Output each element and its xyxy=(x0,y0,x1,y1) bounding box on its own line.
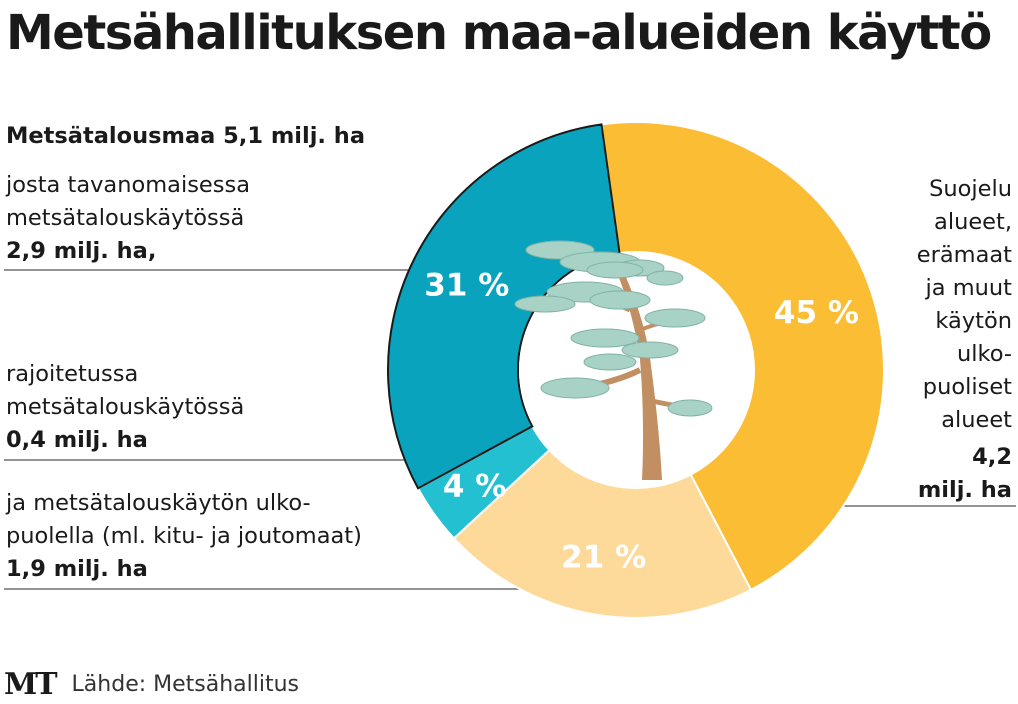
foliage-clump xyxy=(540,377,610,399)
footer: MT Lähde: Metsähallitus xyxy=(4,664,299,704)
label-value: 1,9 milj. ha xyxy=(6,556,148,582)
foliage-clump xyxy=(586,261,644,279)
slice-labels: 45 % 21 % 4 % 31 % xyxy=(424,268,859,576)
slice-21 xyxy=(452,448,753,619)
foliage-clump xyxy=(514,295,576,313)
label-line: metsätalouskäytössä xyxy=(6,394,245,420)
foliage-clump xyxy=(621,341,679,359)
label-line: ja metsätalouskäytön ulko- xyxy=(6,490,311,516)
slice-label-31: 31 % xyxy=(424,268,509,304)
pine-tree-icon xyxy=(514,240,713,480)
foliage-clump xyxy=(644,308,706,328)
label-ulkopuolella: ja metsätalouskäytön ulko- puolella (ml.… xyxy=(6,487,362,586)
label-main-head: Metsätalousmaa 5,1 milj. ha xyxy=(6,120,365,153)
label-line: josta tavanomaisessa xyxy=(6,172,250,198)
chart-title: Metsähallituksen maa-alueiden käyttö xyxy=(6,5,992,61)
label-line: rajoitetussa xyxy=(6,361,139,387)
slice-31 xyxy=(387,123,621,490)
label-line: puoliset xyxy=(922,374,1012,400)
label-suojelu: Suojelu alueet, erämaat ja muut käytön u… xyxy=(917,173,1012,507)
label-value: 0,4 milj. ha xyxy=(6,427,148,453)
slice-label-45: 45 % xyxy=(774,295,859,331)
label-value: milj. ha xyxy=(917,477,1012,503)
label-value: 4,2 xyxy=(972,444,1012,470)
foliage-clump xyxy=(570,328,640,348)
main-head-text: Metsätalousmaa 5,1 milj. ha xyxy=(6,123,366,149)
slice-45 xyxy=(600,121,885,592)
slice-label-21: 21 % xyxy=(561,540,646,576)
label-value: 2,9 milj. ha, xyxy=(6,238,157,264)
label-line: puolella (ml. kitu- ja joutomaat) xyxy=(6,523,362,549)
label-line: alueet, xyxy=(934,209,1012,235)
label-line: Suojelu xyxy=(929,176,1012,202)
label-rajoitettu: rajoitetussa metsätalouskäytössä 0,4 mil… xyxy=(6,358,244,457)
label-line: alueet xyxy=(941,407,1012,433)
foliage-clump xyxy=(646,270,684,286)
foliage-clump xyxy=(583,353,637,371)
source-text: Lähde: Metsähallitus xyxy=(71,671,300,697)
label-line: käytön xyxy=(935,308,1012,334)
mt-logo: MT xyxy=(4,666,58,702)
foliage-clump xyxy=(589,290,651,310)
foliage-clump xyxy=(667,399,713,417)
slice-label-4: 4 % xyxy=(443,469,506,505)
label-line: ja muut xyxy=(925,275,1012,301)
label-line: ulko- xyxy=(956,341,1012,367)
label-line: erämaat xyxy=(916,242,1012,268)
label-line: metsätalouskäytössä xyxy=(6,205,245,231)
label-tavanomainen: josta tavanomaisessa metsätalouskäytössä… xyxy=(6,169,250,268)
